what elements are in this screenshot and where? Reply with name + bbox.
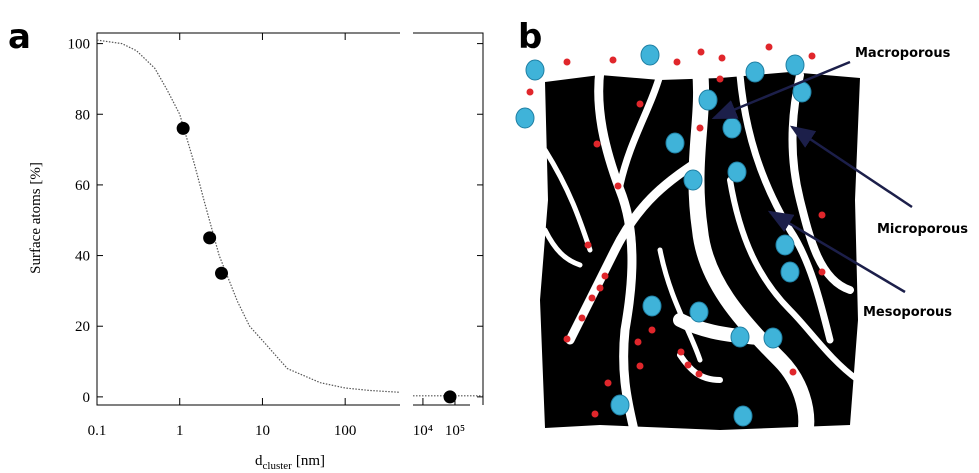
large-particle [775, 234, 795, 256]
small-particle [789, 368, 797, 376]
small-particle [718, 54, 726, 62]
small-particle [697, 48, 705, 56]
large-particle [733, 405, 753, 427]
particles [515, 43, 826, 427]
small-particle [677, 348, 685, 356]
x-label-base: d [255, 453, 263, 469]
large-particle [683, 169, 703, 191]
data-point [443, 390, 457, 404]
x-axis-label: dcluster [nm] [255, 453, 325, 472]
small-particle [648, 326, 656, 334]
large-particle [730, 326, 750, 348]
x-tick-label: 10⁴ [413, 423, 433, 439]
y-tick-label: 80 [75, 107, 90, 123]
small-particle [636, 362, 644, 370]
arrow [789, 125, 913, 209]
large-particle [785, 54, 805, 76]
large-particle [722, 117, 742, 139]
small-particle [636, 100, 644, 108]
large-particle [525, 59, 545, 81]
arrow [767, 210, 906, 294]
small-particle [696, 124, 704, 132]
small-particle [614, 182, 622, 190]
small-particle [593, 140, 601, 148]
data-point [215, 266, 229, 280]
y-tick-label: 40 [75, 249, 90, 265]
plot: 0 20 40 60 80 100 0.1 1 10 100 10⁴ 10⁵ [68, 33, 483, 439]
label: Macroporous [855, 46, 951, 61]
small-particle [591, 410, 599, 418]
large-particle [689, 301, 709, 323]
data-point [176, 121, 190, 135]
arrow [711, 60, 851, 120]
small-particle [526, 88, 534, 96]
small-particle [578, 314, 586, 322]
large-particle [642, 295, 662, 317]
label: Microporous [877, 222, 968, 237]
small-particle [765, 43, 773, 51]
y-tick-label: 0 [83, 390, 91, 406]
small-particle [601, 272, 609, 280]
large-particle [780, 261, 800, 283]
data-point [203, 231, 217, 245]
curve [96, 39, 401, 393]
y-tick-label: 20 [75, 319, 90, 335]
large-particle [515, 107, 535, 129]
x-label-unit: [nm] [296, 453, 325, 469]
small-particle [604, 379, 612, 387]
large-particle [698, 89, 718, 111]
small-particle [563, 335, 571, 343]
frame-left [96, 32, 400, 406]
y-tick-label: 100 [68, 37, 91, 53]
axes [96, 32, 484, 406]
x-tick-label: 10 [255, 423, 270, 439]
small-particle [818, 268, 826, 276]
panel-label: b [518, 17, 542, 57]
large-particle [640, 44, 660, 66]
frame-right [413, 32, 484, 406]
small-particle [609, 56, 617, 64]
large-particle [745, 61, 765, 83]
x-tick-label: 10⁵ [445, 423, 465, 439]
large-particle [727, 161, 747, 183]
y-axis-label: Surface atoms [%] [28, 162, 44, 274]
x-tick-label: 0.1 [88, 423, 107, 439]
label: Mesoporous [863, 305, 952, 320]
x-tick-label: 100 [334, 423, 357, 439]
small-particle [673, 58, 681, 66]
small-particle [588, 294, 596, 302]
small-particle [563, 58, 571, 66]
small-particle [684, 361, 692, 369]
small-particle [634, 338, 642, 346]
small-particle [695, 370, 703, 378]
large-particle [763, 327, 783, 349]
arrows [711, 60, 913, 294]
small-particle [808, 52, 816, 60]
y-tick-label: 60 [75, 178, 90, 194]
small-particle [584, 241, 592, 249]
x-label-subscript: cluster [263, 460, 293, 472]
small-particle [596, 284, 604, 292]
large-particle [665, 132, 685, 154]
x-tick-label: 1 [176, 423, 184, 439]
small-particle [716, 75, 724, 83]
small-particle [818, 211, 826, 219]
panel-label: a [8, 17, 31, 57]
large-particle [610, 394, 630, 416]
